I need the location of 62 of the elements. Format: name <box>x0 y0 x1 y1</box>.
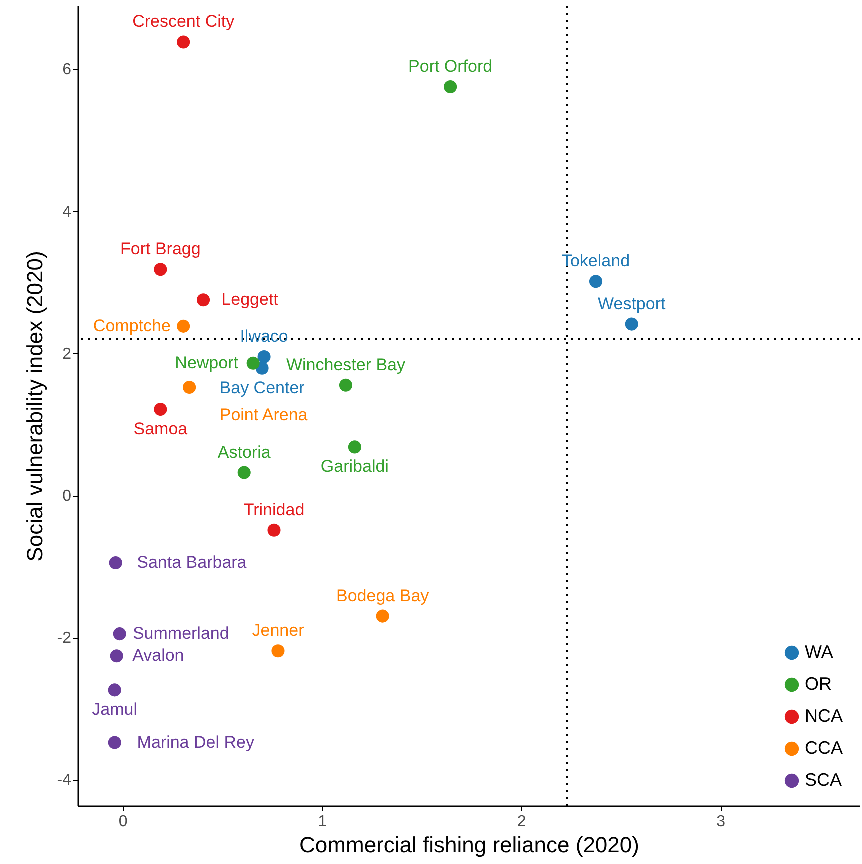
point <box>348 440 362 454</box>
data-label: Trinidad <box>244 500 305 520</box>
data-label: Summerland <box>132 624 230 644</box>
data-label: Leggett <box>222 290 279 310</box>
point <box>625 318 638 331</box>
x-tick-label: 0 <box>118 814 128 830</box>
data-label: Newport <box>175 353 239 372</box>
x-tick-label: 1 <box>318 814 328 830</box>
data-label: Astoria <box>218 442 272 462</box>
point <box>108 736 122 750</box>
point <box>444 80 458 94</box>
point <box>177 320 190 333</box>
point <box>589 275 603 288</box>
data-label: Samoa <box>134 420 188 439</box>
data-label: Tokeland <box>562 252 630 271</box>
x-tick-label: 2 <box>517 814 526 830</box>
data-label: Santa Barbara <box>137 553 248 572</box>
legend-label: NCA <box>805 706 844 726</box>
point <box>238 466 251 480</box>
data-label: Avalon <box>132 646 184 666</box>
point <box>183 381 196 394</box>
point <box>109 556 122 570</box>
data-label: Jamul <box>92 700 138 720</box>
point <box>108 684 122 697</box>
data-label: Bay Center <box>220 378 306 398</box>
point <box>113 628 126 641</box>
y-tick-label: 6 <box>62 62 72 79</box>
point <box>339 378 352 392</box>
y-axis-title: Social vulnerability index (2020) <box>22 251 48 562</box>
data-label: Comptche <box>93 316 171 336</box>
point <box>197 294 210 307</box>
point <box>154 403 168 416</box>
x-tick-label: 3 <box>716 814 726 830</box>
data-label: Winchester Bay <box>286 355 406 374</box>
data-label: Bodega Bay <box>336 586 430 606</box>
x-axis-title: Commercial fishing reliance (2020) <box>300 832 640 858</box>
data-label: Point Arena <box>220 406 308 425</box>
legend-label: SCA <box>805 770 842 790</box>
data-label: Westport <box>598 294 666 314</box>
y-tick-label: 2 <box>62 346 72 363</box>
point <box>376 610 390 623</box>
point <box>268 524 281 537</box>
y-tick-label: 4 <box>62 204 72 221</box>
data-label: Port Orford <box>408 56 493 76</box>
data-label: Ilwaco <box>240 326 288 346</box>
y-tick-label: 0 <box>62 488 72 506</box>
point <box>177 36 190 49</box>
point <box>258 350 271 364</box>
data-label: Jenner <box>252 621 305 640</box>
data-label: Garibaldi <box>320 457 389 476</box>
y-tick-label: -2 <box>57 630 72 648</box>
legend-label: CCA <box>805 738 844 758</box>
point <box>110 650 124 663</box>
y-tick-label: -4 <box>57 772 72 790</box>
point <box>154 263 168 276</box>
legend-label: WA <box>805 642 834 662</box>
point <box>246 356 260 370</box>
data-label: Fort Bragg <box>120 240 201 259</box>
legend-label: OR <box>805 674 832 694</box>
point <box>272 644 285 658</box>
data-label: Crescent City <box>132 12 236 32</box>
data-label: Marina Del Rey <box>137 732 255 752</box>
